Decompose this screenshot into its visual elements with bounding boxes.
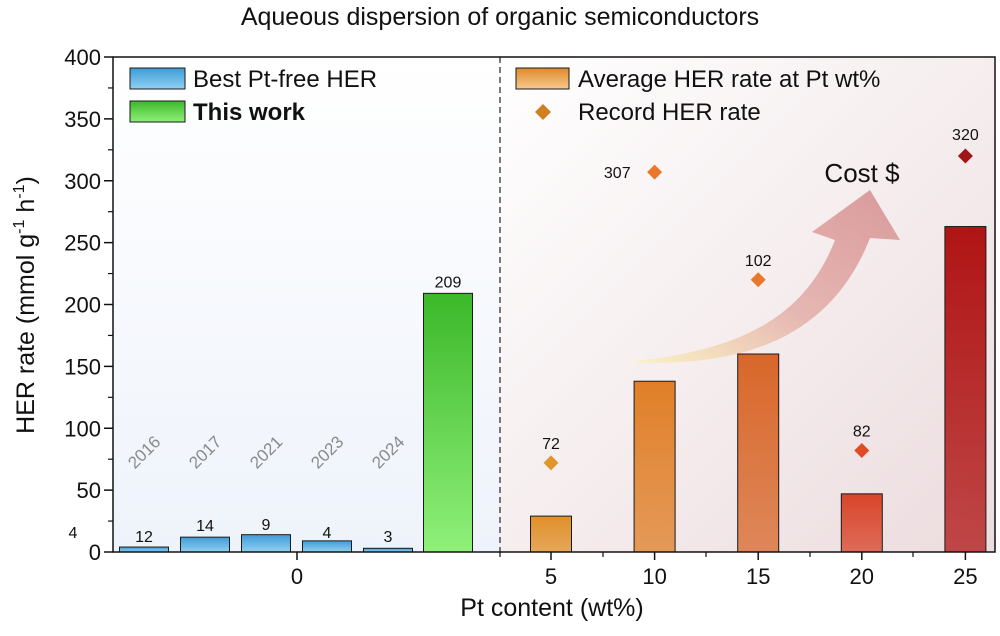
- pt-free-value-label: 3: [384, 529, 393, 546]
- this-work-bar: [423, 292, 473, 553]
- y-tick-label: 200: [64, 293, 101, 318]
- pt-free-bar: [241, 534, 291, 553]
- pt-free-bar: [180, 536, 230, 553]
- x-tick-label: 20: [850, 564, 874, 589]
- record-her-diamond: [543, 455, 559, 471]
- pt-free-value-label: 9: [262, 517, 271, 534]
- record-value-label: 320: [952, 127, 979, 144]
- record-her-diamond: [750, 272, 766, 288]
- this-work-value-label: 209: [435, 274, 462, 291]
- y-axis-label: HER rate (mmol g-1 h-1): [11, 176, 40, 434]
- record-value-label: 307: [604, 165, 631, 182]
- average-her-bar: [840, 493, 883, 553]
- average-her-bar: [530, 515, 572, 553]
- legend-label-average: Average HER rate at Pt wt%: [578, 66, 880, 93]
- record-value-label: 102: [745, 253, 772, 270]
- y-axis-label-part: ): [12, 176, 40, 184]
- record-her-diamond: [957, 148, 973, 164]
- y-tick-label: 350: [64, 107, 101, 132]
- average-her-bar: [737, 353, 780, 553]
- legend-swatch-this-work: [129, 100, 186, 123]
- pt-free-value-label: 12: [135, 529, 153, 546]
- chart-title: Aqueous dispersion of organic semiconduc…: [241, 3, 759, 31]
- pt-free-bar: [302, 540, 352, 553]
- y-axis-label-part: h: [12, 199, 40, 220]
- y-tick-label: 150: [64, 354, 101, 379]
- legend-label-this-work: This work: [193, 99, 306, 126]
- legend-swatch-average: [515, 67, 570, 90]
- x-tick-label: 0: [291, 564, 303, 589]
- y-axis-label-part: HER rate (mmol g: [12, 234, 40, 434]
- pt-free-value-label: 4: [69, 525, 78, 542]
- average-her-bar: [633, 380, 676, 553]
- y-tick-label: 50: [77, 478, 101, 503]
- x-tick-label: 15: [746, 564, 770, 589]
- x-tick-label: 5: [545, 564, 557, 589]
- average-her-bar: [944, 226, 987, 553]
- y-tick-label: 0: [89, 540, 101, 565]
- pt-free-value-label: 14: [196, 518, 214, 535]
- legend-swatch-pt-free: [129, 67, 186, 90]
- record-value-label: 72: [542, 436, 560, 453]
- y-axis-label-part: -1: [11, 219, 28, 233]
- legend-diamond-record: [535, 104, 551, 120]
- y-tick-label: 250: [64, 231, 101, 256]
- cost-annotation: Cost $: [824, 158, 900, 188]
- y-tick-label: 400: [64, 45, 101, 70]
- x-tick-label: 25: [953, 564, 977, 589]
- legend-label-record: Record HER rate: [578, 99, 761, 126]
- x-axis-label: Pt content (wt%): [460, 594, 643, 622]
- legend-label-pt-free: Best Pt-free HER: [193, 66, 377, 93]
- record-her-diamond: [647, 164, 663, 180]
- cost-arrow: [628, 190, 900, 363]
- record-value-label: 82: [853, 424, 871, 441]
- y-tick-label: 300: [64, 169, 101, 194]
- x-tick-label: 10: [642, 564, 666, 589]
- pt-free-value-label: 4: [323, 525, 332, 542]
- record-her-diamond: [854, 443, 870, 459]
- y-axis-label-part: -1: [11, 184, 28, 198]
- y-tick-label: 100: [64, 416, 101, 441]
